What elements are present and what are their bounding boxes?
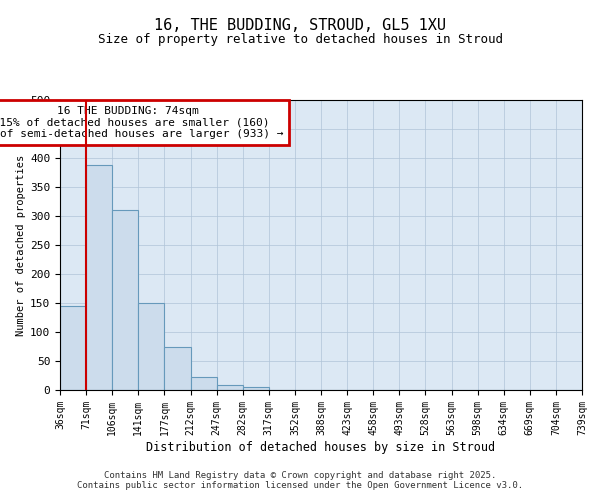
Text: 16, THE BUDDING, STROUD, GL5 1XU: 16, THE BUDDING, STROUD, GL5 1XU: [154, 18, 446, 32]
Bar: [164, 346, 191, 390]
Bar: [60, 306, 86, 390]
Text: Contains HM Land Registry data © Crown copyright and database right 2025.
Contai: Contains HM Land Registry data © Crown c…: [77, 470, 523, 490]
Bar: [138, 303, 164, 390]
Bar: [217, 386, 242, 390]
Y-axis label: Number of detached properties: Number of detached properties: [16, 154, 26, 336]
Text: Size of property relative to detached houses in Stroud: Size of property relative to detached ho…: [97, 32, 503, 46]
Text: 16 THE BUDDING: 74sqm
← 15% of detached houses are smaller (160)
85% of semi-det: 16 THE BUDDING: 74sqm ← 15% of detached …: [0, 106, 283, 139]
Bar: [242, 387, 269, 390]
X-axis label: Distribution of detached houses by size in Stroud: Distribution of detached houses by size …: [146, 440, 496, 454]
Bar: [86, 165, 112, 390]
Bar: [112, 210, 138, 390]
Bar: [191, 377, 217, 390]
